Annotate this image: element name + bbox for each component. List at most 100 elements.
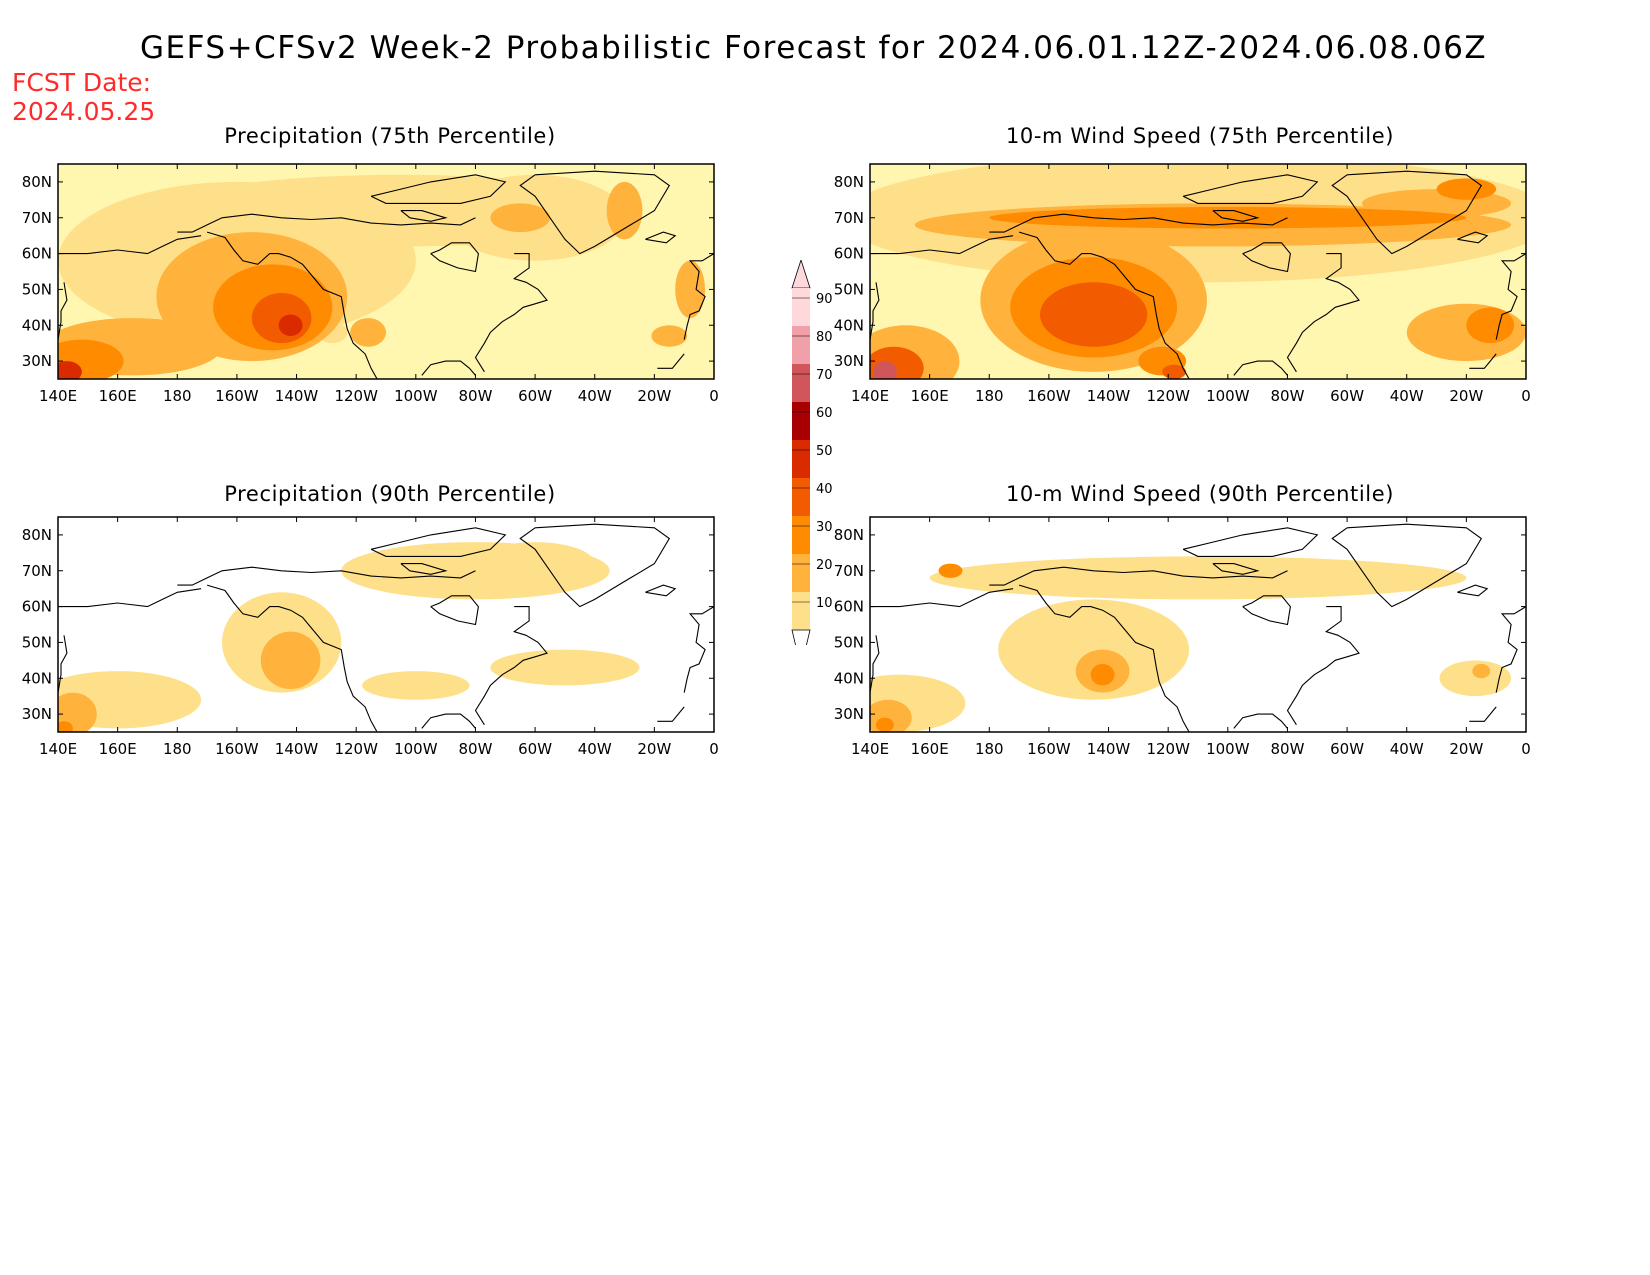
lon-tick-label: 0 xyxy=(1521,740,1531,758)
lon-tick-label: 140E xyxy=(851,740,889,758)
coastline xyxy=(989,213,1288,233)
contour-fill-layer xyxy=(870,517,1526,732)
coastlines xyxy=(870,523,1526,732)
lon-tick-label: 60W xyxy=(518,740,552,758)
coastline xyxy=(657,706,685,722)
probability-contour xyxy=(58,692,97,732)
coastline xyxy=(370,527,507,557)
map-frame xyxy=(57,163,715,380)
coastline xyxy=(1495,606,1526,693)
probability-contour xyxy=(1039,282,1148,347)
lat-tick-label: 60N xyxy=(22,598,52,616)
colorbar-swatch xyxy=(792,364,810,402)
coastline xyxy=(58,635,68,693)
lon-tick-label: 60W xyxy=(518,387,552,405)
coastline xyxy=(1286,606,1360,726)
lon-tick-label: 100W xyxy=(1206,740,1250,758)
coastline xyxy=(870,235,1014,255)
coastline xyxy=(58,235,202,255)
coastline xyxy=(58,588,202,608)
coastline xyxy=(177,566,476,586)
coastlines xyxy=(870,170,1526,379)
lat-tick-label: 30N xyxy=(22,352,52,370)
map-precip-75th: 140E 160E 180 160W 140W 120W 100W 80W 60W 40W 20W 0… xyxy=(22,163,719,405)
coastline xyxy=(645,584,677,597)
probability-contour xyxy=(490,649,640,686)
coastlines xyxy=(58,523,714,732)
lon-tick-label: 160E xyxy=(911,740,949,758)
lon-tick-label: 80W xyxy=(458,387,492,405)
lon-tick-label: 160E xyxy=(911,387,949,405)
lat-tick-label: 50N xyxy=(834,280,864,298)
lon-tick-label: 20W xyxy=(637,740,671,758)
colorbar-swatch xyxy=(792,402,810,440)
map-wind-90th: 140E 160E 180 160W 140W 120W 100W 80W 60W 40W 20W 0… xyxy=(834,516,1531,758)
colorbar-bottom-cap xyxy=(791,629,811,645)
colorbar-swatch xyxy=(792,440,810,478)
coastline xyxy=(1331,170,1483,255)
lon-tick-label: 80W xyxy=(1270,740,1304,758)
coastline xyxy=(657,353,685,369)
coastline xyxy=(1457,584,1489,597)
probability-contour xyxy=(1439,660,1512,697)
coastline xyxy=(1233,713,1288,729)
lon-tick-label: 120W xyxy=(334,387,378,405)
lon-tick-label: 120W xyxy=(1146,740,1190,758)
probability-contour xyxy=(58,339,124,379)
lat-tick-label: 80N xyxy=(834,173,864,191)
coastline xyxy=(870,635,880,693)
probability-contour xyxy=(1090,663,1115,686)
lon-tick-label: 120W xyxy=(334,740,378,758)
map-frame xyxy=(869,163,1527,380)
coastline xyxy=(58,282,68,340)
lon-tick-label: 40W xyxy=(1390,387,1424,405)
contour-fill-layer xyxy=(870,164,1526,379)
coastline xyxy=(421,360,476,376)
main-title: GEFS+CFSv2 Week-2 Probabilistic Forecast… xyxy=(140,30,1488,66)
coastline xyxy=(370,174,507,204)
coastline xyxy=(1469,353,1497,369)
probability-contour xyxy=(362,671,470,700)
lon-tick-label: 100W xyxy=(1206,387,1250,405)
coastline xyxy=(1018,231,1190,379)
colorbar-level-label: 20 xyxy=(816,558,833,573)
forecast-date-block: FCST Date: 2024.05.25 xyxy=(12,68,155,126)
probability-contour xyxy=(58,361,82,379)
lon-tick-label: 80W xyxy=(458,740,492,758)
lon-tick-label: 140W xyxy=(1087,740,1131,758)
lon-tick-label: 40W xyxy=(1390,740,1424,758)
lon-tick-label: 160W xyxy=(215,387,259,405)
forecast-date-value: 2024.05.25 xyxy=(12,97,156,126)
lat-tick-label: 80N xyxy=(22,526,52,544)
contour-fill-layer xyxy=(58,517,714,732)
lon-tick-label: 180 xyxy=(163,387,192,405)
probability-contour xyxy=(998,599,1190,700)
lat-tick-label: 60N xyxy=(834,245,864,263)
lon-tick-label: 160W xyxy=(215,740,259,758)
lat-tick-label: 40N xyxy=(22,669,52,687)
coastline xyxy=(1495,253,1526,340)
lon-tick-label: 40W xyxy=(578,740,612,758)
coastline xyxy=(519,170,671,255)
colorbar-swatch xyxy=(792,288,810,326)
colorbar-swatch xyxy=(792,326,810,364)
probability-contour xyxy=(1436,178,1497,200)
panel-title-wind-75: 10-m Wind Speed (75th Percentile) xyxy=(1005,124,1395,148)
lat-tick-label: 30N xyxy=(22,705,52,723)
lon-tick-label: 180 xyxy=(975,387,1004,405)
colorbar-swatch xyxy=(792,554,810,592)
lat-tick-label: 60N xyxy=(834,598,864,616)
colorbar-level-label: 50 xyxy=(816,444,833,459)
coastline xyxy=(1233,360,1288,376)
probability-contour xyxy=(251,293,312,344)
coastline xyxy=(1457,231,1489,244)
lat-tick-label: 70N xyxy=(22,209,52,227)
colorbar: 90 80 70 60 50 40 30 20 10 xyxy=(791,260,833,645)
lon-tick-label: 140E xyxy=(39,387,77,405)
lon-tick-label: 140W xyxy=(275,740,319,758)
coastlines xyxy=(58,170,714,379)
lat-tick-label: 70N xyxy=(834,209,864,227)
probability-contour xyxy=(651,325,688,347)
forecast-date-label: FCST Date: xyxy=(12,68,152,97)
colorbar-level-label: 90 xyxy=(816,292,833,307)
